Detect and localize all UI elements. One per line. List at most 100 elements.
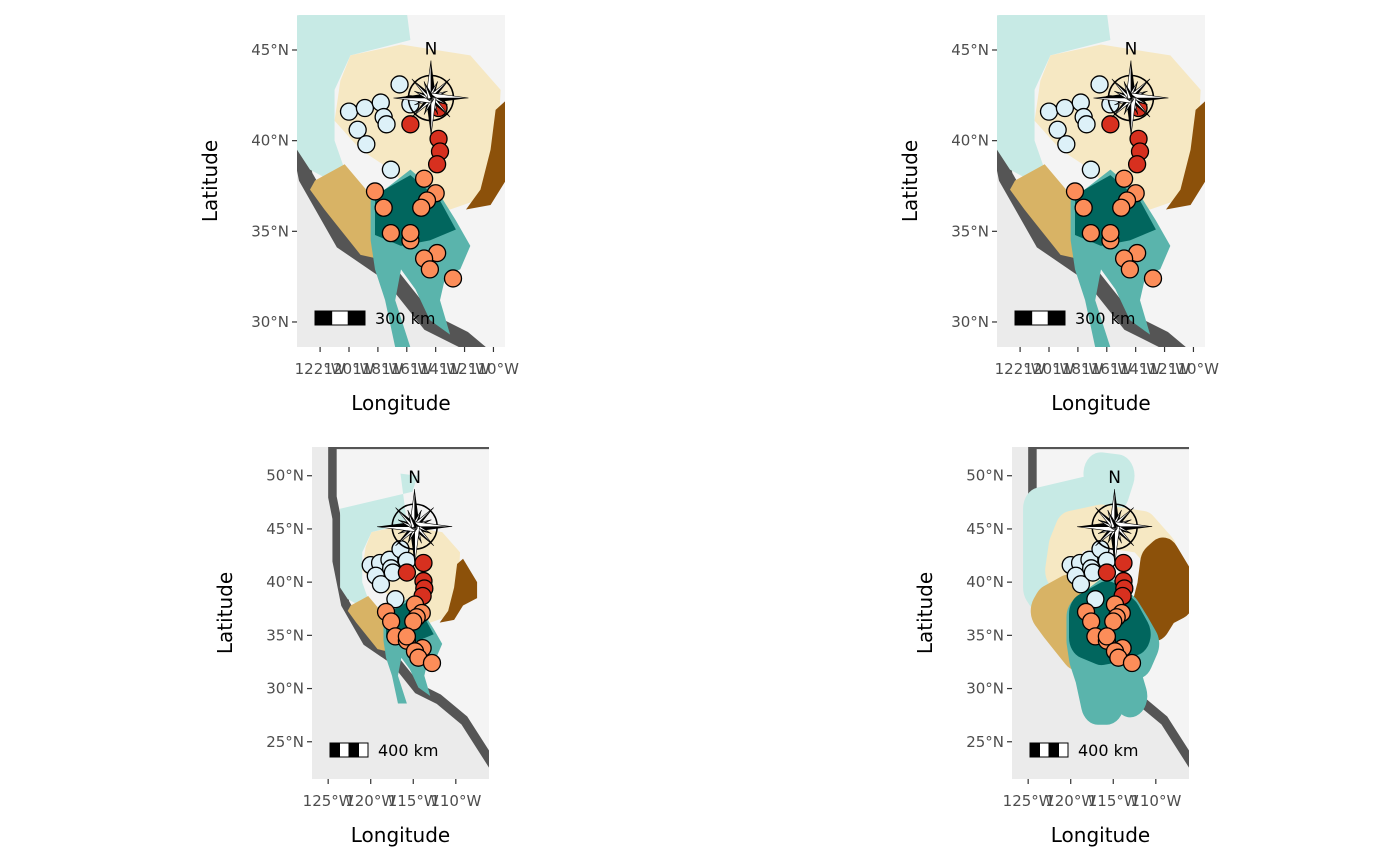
compass-ray <box>397 519 416 530</box>
site-point <box>1112 198 1131 217</box>
scale-bar <box>1039 742 1050 758</box>
compass-ray <box>411 78 432 101</box>
compass <box>377 489 453 565</box>
compass-ray <box>423 97 435 115</box>
compass-ray <box>1077 526 1115 533</box>
site-point <box>1081 160 1101 179</box>
x-tick-label: 114°W <box>410 360 461 378</box>
site-point <box>1055 98 1075 118</box>
y-tick-label: 45°N <box>251 41 289 59</box>
x-tick-label: 110°W <box>1168 360 1219 378</box>
x-tick-label: 116°W <box>1081 360 1132 378</box>
x-tick-label: 118°W <box>352 360 403 378</box>
scale-bar <box>1031 310 1049 326</box>
scale-label: 400 km <box>378 741 438 760</box>
scale-bar <box>1047 310 1066 326</box>
scale-bar <box>1048 742 1059 758</box>
x-axis-title: Longitude <box>351 823 450 847</box>
y-tick-label: 45°N <box>951 41 989 59</box>
x-axis-title: Longitude <box>1051 823 1150 847</box>
site-point <box>357 135 376 154</box>
x-tick-label: 120°W <box>1024 360 1075 378</box>
site-point <box>386 590 405 609</box>
scale-bar <box>358 742 369 758</box>
site-point <box>1101 223 1120 243</box>
compass-ray <box>1124 81 1134 98</box>
site-point <box>1065 182 1085 201</box>
site-point <box>412 198 431 217</box>
compass-ray <box>423 81 432 100</box>
x-tick-label: 110°W <box>430 792 481 810</box>
map-layer <box>297 15 505 347</box>
scale-bar <box>347 310 366 326</box>
y-tick-label: 40°N <box>966 573 1004 591</box>
site-point <box>1114 169 1134 188</box>
scale-label: 300 km <box>1075 309 1135 328</box>
compass <box>1093 60 1169 136</box>
site-point <box>422 653 442 673</box>
y-axis-title: Latitude <box>213 572 237 654</box>
site-point <box>1039 102 1059 121</box>
x-tick-label: 120°W <box>324 360 375 378</box>
x-tick-label: 122°W <box>295 360 346 378</box>
y-tick-label: 35°N <box>251 222 289 240</box>
compass-ray <box>1093 97 1132 104</box>
compass-ray <box>1123 81 1132 100</box>
site-point <box>377 115 396 134</box>
site-point <box>381 160 401 179</box>
x-tick-label: 115°W <box>388 792 439 810</box>
site-point <box>1057 135 1076 154</box>
x-tick-label: 115°W <box>1088 792 1139 810</box>
x-tick-label: 122°W <box>995 360 1046 378</box>
map-layer <box>997 15 1205 347</box>
compass-ray <box>414 526 421 565</box>
scale-bar <box>339 742 350 758</box>
compass-ray <box>1097 519 1116 530</box>
y-tick-label: 35°N <box>266 626 304 644</box>
geo <box>297 15 505 347</box>
compass-ray <box>1123 97 1135 115</box>
site-point <box>401 115 420 134</box>
compass-ray <box>424 81 434 98</box>
y-tick-label: 35°N <box>951 222 989 240</box>
x-tick-label: 110°W <box>468 360 519 378</box>
geo <box>997 15 1205 347</box>
site-point <box>348 120 367 139</box>
x-tick-label: 125°W <box>1003 792 1054 810</box>
scale-label: 300 km <box>375 309 435 328</box>
site-point <box>1074 198 1093 217</box>
y-tick-label: 40°N <box>266 573 304 591</box>
site-point <box>1101 115 1120 134</box>
compass-ray <box>407 510 418 527</box>
x-tick-label: 116°W <box>381 360 432 378</box>
y-tick-label: 50°N <box>966 467 1004 485</box>
site-point <box>1122 653 1142 673</box>
site-point <box>414 553 433 573</box>
y-axis-title: Latitude <box>198 140 222 222</box>
site-point <box>397 563 417 582</box>
site-point <box>1097 627 1117 646</box>
y-axis-title: Latitude <box>913 572 937 654</box>
site-point <box>390 75 409 94</box>
scale-bar <box>1029 742 1040 758</box>
site-point <box>1127 155 1147 174</box>
site-point <box>1097 563 1117 582</box>
compass <box>393 60 469 136</box>
north-label: N <box>425 40 438 60</box>
site-point <box>1090 75 1109 94</box>
scale-bar <box>331 310 349 326</box>
scale-label: 400 km <box>1078 741 1138 760</box>
x-tick-label: 120°W <box>345 792 396 810</box>
site-point <box>1114 553 1133 573</box>
x-tick-label: 114°W <box>1110 360 1161 378</box>
compass-ray <box>1130 97 1137 136</box>
scale-bar <box>329 742 340 758</box>
site-point <box>1081 223 1101 243</box>
site-point <box>1120 260 1140 279</box>
site-point <box>401 223 420 243</box>
site-point <box>397 627 417 646</box>
compass-ray <box>407 509 416 529</box>
